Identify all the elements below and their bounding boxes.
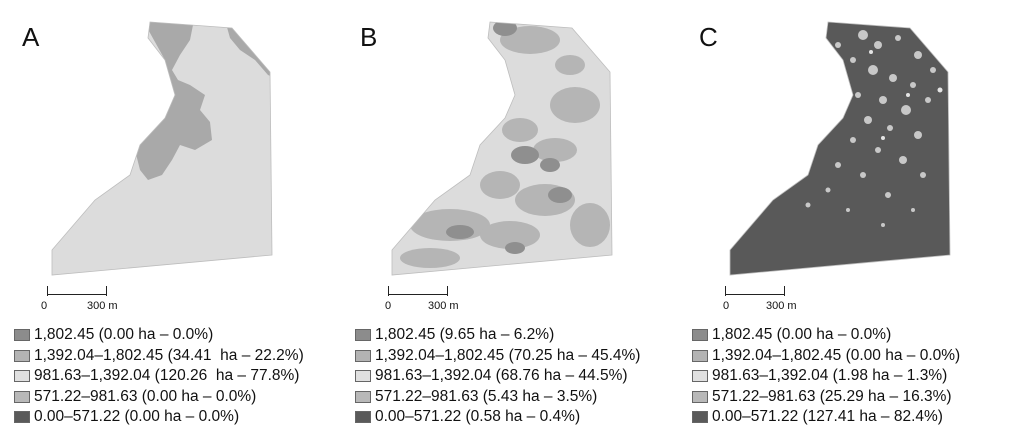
legend-item: 0.00–571.22 (0.00 ha – 0.0%) <box>14 407 304 428</box>
legend-swatch <box>692 329 708 341</box>
legend-swatch <box>355 411 371 423</box>
legend-label: 0.00–571.22 (0.58 ha – 0.4%) <box>375 408 581 425</box>
legend: 1,802.45 (0.00 ha – 0.0%) 1,392.04–1,802… <box>14 325 304 428</box>
legend-item: 0.00–571.22 (127.41 ha – 82.4%) <box>692 407 960 428</box>
medium-yield-patches <box>400 26 610 268</box>
field-boundary <box>729 21 951 276</box>
legend-swatch <box>14 349 30 362</box>
legend-item: 571.22–981.63 (0.00 ha – 0.0%) <box>14 387 304 408</box>
medium-yield-speckles <box>869 50 943 140</box>
legend-swatch <box>14 390 30 403</box>
legend-swatch <box>14 370 30 382</box>
legend-item: 1,392.04–1,802.45 (34.41 ha – 22.2%) <box>14 346 304 367</box>
legend-label: 571.22–981.63 (0.00 ha – 0.0%) <box>34 387 257 405</box>
high-yield-zone <box>135 22 212 180</box>
low-yield-speckles <box>805 30 947 227</box>
map-panel-a: A 0 300 m 1,802.45 (0.00 ha – 0.0%) 1,39… <box>0 0 335 434</box>
scale-bar <box>47 284 107 296</box>
field-map-a <box>51 21 273 276</box>
panel-letter: B <box>360 22 378 52</box>
legend-label: 981.63–1,392.04 (1.98 ha – 1.3%) <box>712 367 948 384</box>
scale-distance-label: 300 m <box>428 300 459 312</box>
legend-label: 571.22–981.63 (5.43 ha – 3.5%) <box>375 387 598 405</box>
scale-zero-label: 0 <box>385 300 392 312</box>
legend-label: 0.00–571.22 (0.00 ha – 0.0%) <box>34 408 240 425</box>
legend-label: 1,802.45 (0.00 ha – 0.0%) <box>34 326 214 343</box>
legend-item: 0.00–571.22 (0.58 ha – 0.4%) <box>355 407 640 428</box>
map-panel-c: C <box>678 0 1013 434</box>
scale-bar <box>725 284 785 296</box>
legend: 1,802.45 (9.65 ha – 6.2%) 1,392.04–1,802… <box>355 325 640 428</box>
scale-bar <box>388 284 448 296</box>
legend: 1,802.45 (0.00 ha – 0.0%) 1,392.04–1,802… <box>692 325 960 428</box>
legend-item: 571.22–981.63 (25.29 ha – 16.3%) <box>692 387 960 408</box>
legend-item: 981.63–1,392.04 (68.76 ha – 44.5%) <box>355 366 640 387</box>
panel-letter: C <box>699 22 718 52</box>
map-panel-b: B <box>340 0 675 434</box>
legend-label: 981.63–1,392.04 (120.26 ha – 77.8%) <box>34 367 300 384</box>
legend-swatch <box>692 349 708 362</box>
scale-zero-label: 0 <box>723 300 730 312</box>
panel-letter: A <box>22 22 40 52</box>
legend-label: 1,392.04–1,802.45 (34.41 ha – 22.2%) <box>34 346 304 364</box>
scale-zero-label: 0 <box>41 300 48 312</box>
legend-item: 571.22–981.63 (5.43 ha – 3.5%) <box>355 387 640 408</box>
legend-item: 1,392.04–1,802.45 (0.00 ha – 0.0%) <box>692 346 960 367</box>
legend-item: 1,802.45 (0.00 ha – 0.0%) <box>14 325 304 346</box>
very-low-yield-zone <box>730 22 950 275</box>
legend-label: 0.00–571.22 (127.41 ha – 82.4%) <box>712 408 943 425</box>
field-map-c <box>729 21 951 276</box>
legend-swatch <box>355 329 371 341</box>
legend-item: 1,392.04–1,802.45 (70.25 ha – 45.4%) <box>355 346 640 367</box>
legend-swatch <box>692 390 708 403</box>
field-boundary <box>51 21 273 276</box>
legend-swatch <box>355 370 371 382</box>
field-map-b <box>391 21 613 276</box>
legend-swatch <box>355 390 371 403</box>
legend-label: 1,392.04–1,802.45 (70.25 ha – 45.4%) <box>375 346 641 364</box>
legend-label: 981.63–1,392.04 (68.76 ha – 44.5%) <box>375 367 628 384</box>
high-yield-patches <box>446 22 572 254</box>
legend-swatch <box>355 349 371 362</box>
legend-swatch <box>692 370 708 382</box>
scale-distance-label: 300 m <box>87 300 118 312</box>
legend-swatch <box>14 411 30 423</box>
legend-label: 1,392.04–1,802.45 (0.00 ha – 0.0%) <box>712 346 961 364</box>
legend-label: 1,802.45 (9.65 ha – 6.2%) <box>375 326 555 343</box>
legend-item: 1,802.45 (9.65 ha – 6.2%) <box>355 325 640 346</box>
legend-label: 571.22–981.63 (25.29 ha – 16.3%) <box>712 387 952 405</box>
legend-item: 1,802.45 (0.00 ha – 0.0%) <box>692 325 960 346</box>
legend-swatch <box>14 329 30 341</box>
legend-item: 981.63–1,392.04 (120.26 ha – 77.8%) <box>14 366 304 387</box>
legend-label: 1,802.45 (0.00 ha – 0.0%) <box>712 326 892 343</box>
legend-item: 981.63–1,392.04 (1.98 ha – 1.3%) <box>692 366 960 387</box>
scale-distance-label: 300 m <box>766 300 797 312</box>
legend-swatch <box>692 411 708 423</box>
field-boundary <box>391 21 613 276</box>
